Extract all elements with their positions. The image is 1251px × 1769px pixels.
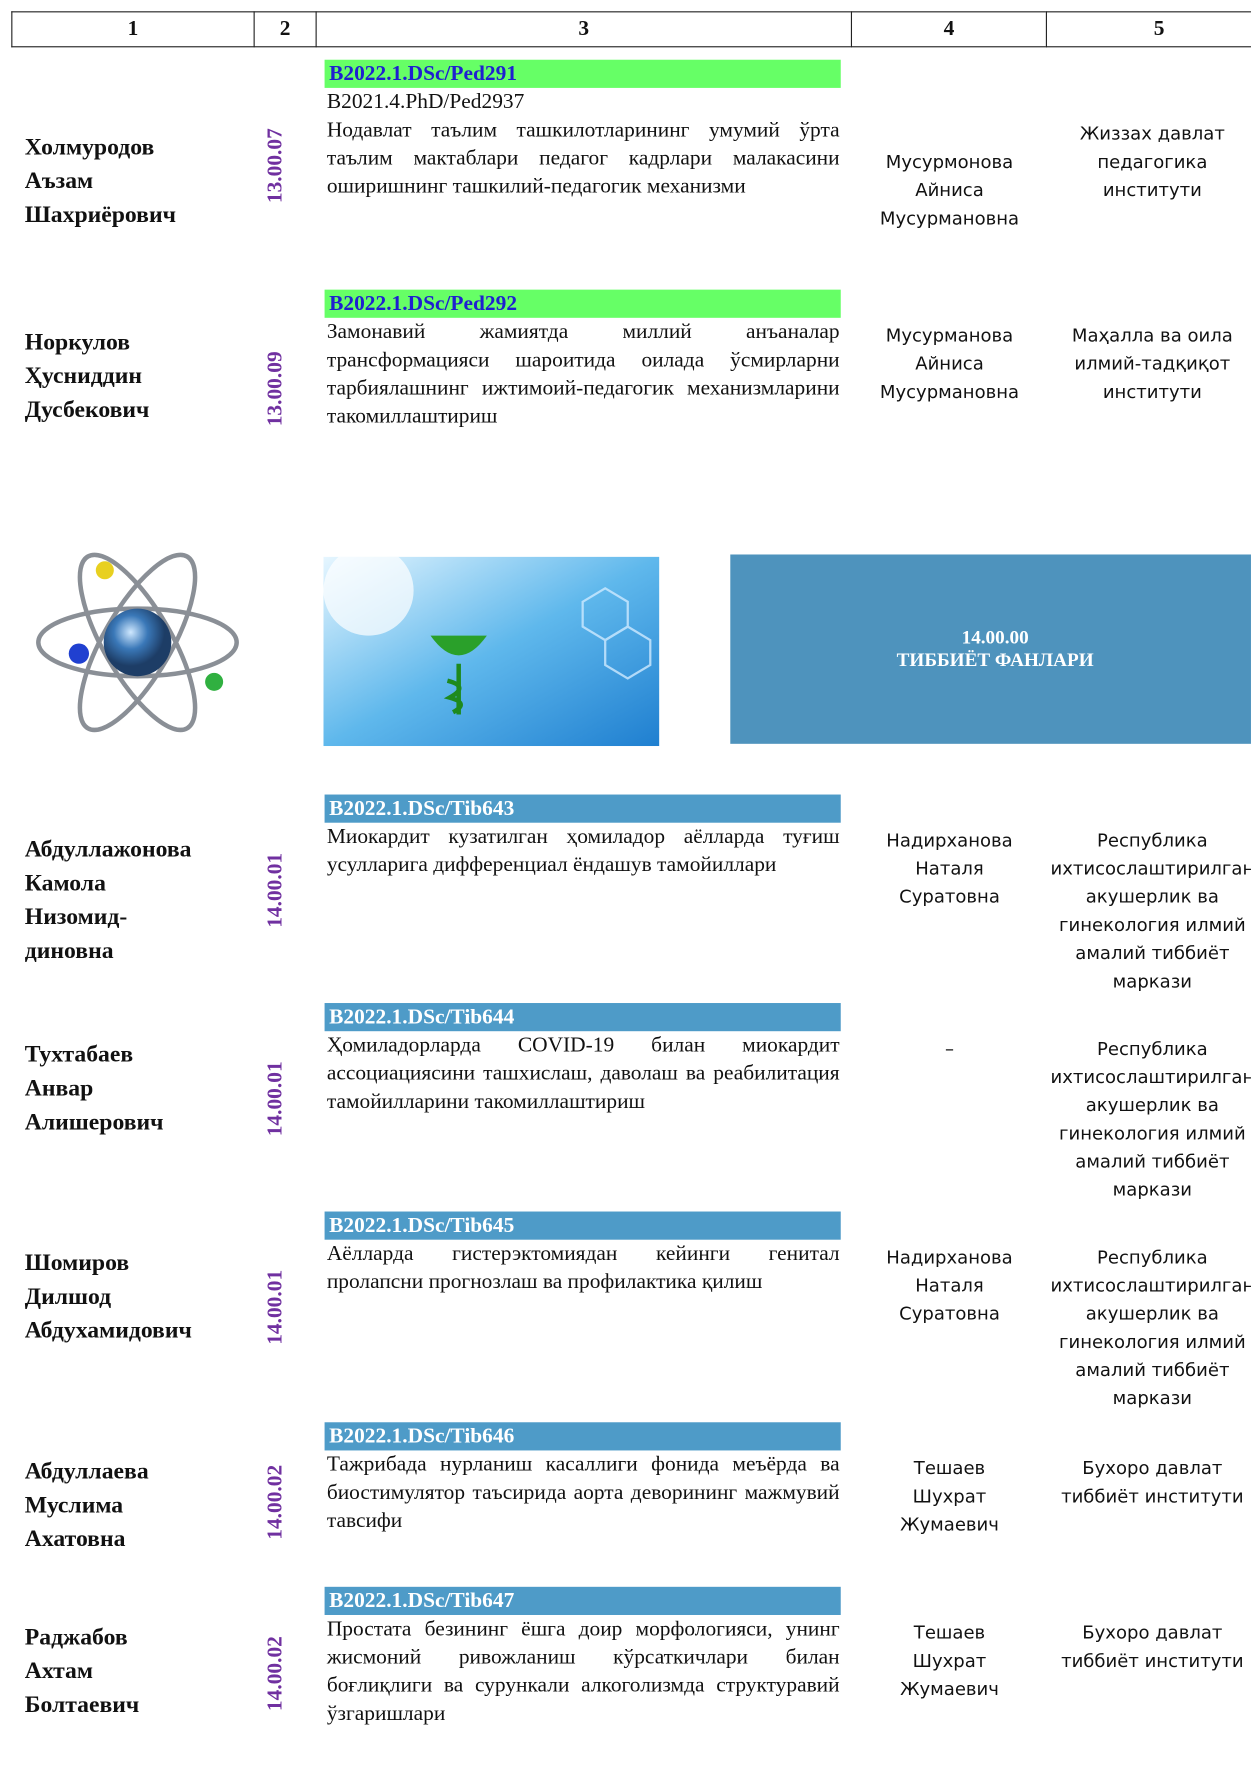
name-line: Дилшод (24, 1282, 112, 1310)
cipher: B2022.1.DSc/Tib645 (324, 1211, 841, 1240)
supervisor-line: Мусурмановна (879, 380, 1020, 403)
specialty-code: 13.00.07 (263, 128, 288, 204)
supervisor-line: Айниса (915, 352, 984, 375)
name-line: Алишерович (24, 1107, 164, 1135)
banner-code: 14.00.00 (961, 626, 1029, 649)
banner-title: ТИББИЁТ ФАНЛАРИ (896, 649, 1094, 671)
supervisor-line: Наталя (915, 1274, 984, 1297)
header-cell: 4 (850, 11, 1046, 48)
supervisor: – (857, 1035, 1043, 1063)
name-line: Раджабов (24, 1622, 128, 1650)
supervisor: Мусурманова Айниса Мусурмановна (857, 321, 1043, 406)
cipher: B2022.1.DSc/Tib643 (324, 794, 841, 823)
author-name: Раджабов Ахтам Болтаевич (25, 1619, 250, 1720)
name-line: Абдуллаева (24, 1457, 149, 1485)
supervisor-line: Надирханова (886, 1246, 1013, 1268)
institution: Республика ихтисослаштирилган акушерлик … (1050, 1246, 1251, 1409)
name-line: Болтаевич (24, 1690, 140, 1718)
section-banner: 14.00.00 ТИББИЁТ ФАНЛАРИ (730, 554, 1251, 744)
thesis-title: Аёлларда гистерэктомиядан кейинги генита… (326, 1241, 840, 1294)
name-line: Ахатовна (24, 1524, 126, 1552)
supervisor: Тешаев Шухрат Жумаевич (857, 1618, 1043, 1703)
header-cell: 1 (11, 11, 254, 48)
author-name: Шомиров Дилшод Абдухамидович (25, 1245, 250, 1346)
name-line: Тухтабаев (24, 1040, 134, 1068)
name-line: диновна (24, 936, 114, 964)
name-line: Низомид- (24, 902, 128, 930)
supervisor-line: Мусурмановна (879, 207, 1020, 229)
supervisor-line: – (944, 1037, 955, 1060)
institution: Республика ихтисослаштирилган акушерлик … (1050, 829, 1251, 992)
supervisor-line: Тешаев (913, 1621, 986, 1644)
thesis-title: Нодавлат таълим ташкилотларининг умумий … (326, 118, 840, 199)
author-name: Абдуллаева Муслима Ахатовна (25, 1454, 250, 1555)
supervisor-line: Айниса (915, 179, 984, 201)
extra-cipher: B2021.4.PhD/Ped2937 (326, 90, 525, 114)
name-line: Ахтам (24, 1656, 94, 1684)
name-line: Муслима (24, 1491, 124, 1519)
cipher: B2022.1.DSc/Tib647 (324, 1586, 841, 1615)
specialty-code: 14.00.01 (263, 1269, 288, 1345)
supervisor: Мусурмонова Айниса Мусурмановна (857, 148, 1043, 233)
specialty-code: 14.00.01 (263, 852, 288, 928)
supervisor-line: Шухрат (912, 1485, 987, 1507)
supervisor: Надирханова Наталя Суратовна (857, 1243, 1043, 1328)
specialty-code: 13.00.09 (263, 351, 288, 427)
name-line: Дусбекович (24, 395, 150, 423)
supervisor-line: Наталя (915, 857, 984, 880)
header-cell: 2 (253, 11, 316, 48)
cipher: B2022.1.DSc/Ped291 (324, 59, 841, 88)
name-line: Абдуллажонова (24, 835, 192, 863)
specialty-code: 14.00.02 (263, 1464, 288, 1540)
medical-image (323, 556, 660, 747)
cipher: B2022.1.DSc/Ped292 (324, 289, 841, 318)
supervisor-line: Мусурмонова (885, 151, 1014, 173)
name-line: Камола (24, 868, 106, 896)
supervisor-line: Тешаев (913, 1457, 986, 1479)
name-line: Абдухамидович (24, 1316, 192, 1344)
supervisor-line: Надирханова (886, 829, 1013, 851)
thesis-title: Простата безининг ёшга доир морфологияси… (326, 1617, 840, 1726)
cipher: B2022.1.DSc/Tib644 (324, 1003, 841, 1032)
supervisor-line: Шухрат (912, 1649, 987, 1672)
name-line: Шомиров (24, 1248, 130, 1276)
name-line: Анвар (24, 1074, 94, 1102)
specialty-code: 14.00.02 (263, 1636, 288, 1712)
author-name: Холмуродов Аъзам Шахриёрович (25, 130, 250, 231)
cipher: B2022.1.DSc/Tib646 (324, 1422, 841, 1451)
supervisor: Тешаев Шухрат Жумаевич (857, 1454, 1043, 1539)
name-line: Холмуродов (24, 132, 155, 161)
name-line: Норкулов (24, 327, 131, 356)
institution: Бухоро давлат тиббиёт институти (1061, 1621, 1244, 1672)
institution: Маҳалла ва оила илмий-тадқиқот институти (1071, 324, 1233, 403)
thesis-title: Миокардит кузатилган ҳомиладор аёлларда … (326, 824, 840, 877)
supervisor-line: Жумаевич (900, 1513, 999, 1535)
institution: Республика ихтисослаштирилган акушерлик … (1050, 1037, 1251, 1201)
author-name: Норкулов Ҳусниддин Дусбекович (25, 325, 250, 426)
supervisor-line: Мусурманова (885, 324, 1014, 346)
thesis-title: Замонавий жамиятда миллий анъаналар тран… (326, 320, 840, 429)
supervisor: Надирханова Наталя Суратовна (857, 826, 1043, 911)
supervisor-line: Суратовна (899, 1302, 1000, 1325)
institution: Жиззах давлат педагогика институти (1079, 122, 1225, 201)
supervisor-line: Суратовна (899, 885, 1000, 908)
specialty-code: 14.00.01 (263, 1061, 288, 1137)
thesis-title: Ҳомиладорларда COVID-19 билан миокардит … (326, 1033, 840, 1114)
supervisor-line: Жумаевич (900, 1678, 999, 1700)
author-name: Абдуллажонова Камола Низомид-диновна (25, 832, 250, 967)
institution: Бухоро давлат тиббиёт институти (1061, 1457, 1244, 1507)
header-cell: 3 (315, 11, 851, 48)
author-name: Тухтабаев Анвар Алишерович (25, 1037, 250, 1138)
atom-image (36, 552, 239, 733)
thesis-title: Тажрибада нурланиш касаллиги фонида меъё… (326, 1452, 840, 1533)
name-line: Ҳусниддин (24, 361, 143, 389)
header-cell: 5 (1045, 11, 1251, 48)
name-line: Шахриёрович (24, 200, 176, 228)
name-line: Аъзам (24, 166, 94, 194)
